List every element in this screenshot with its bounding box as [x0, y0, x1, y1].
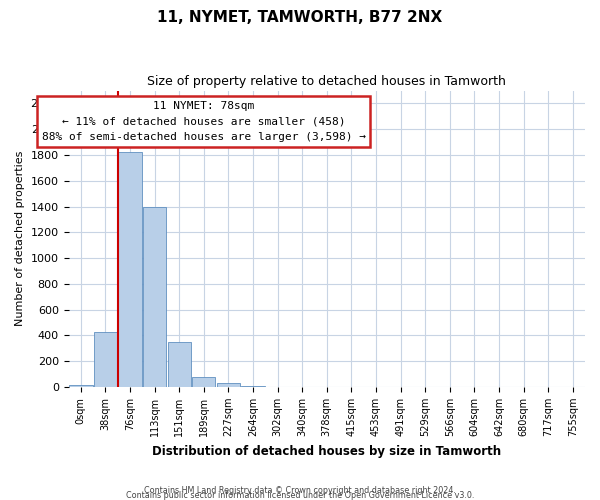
Y-axis label: Number of detached properties: Number of detached properties — [15, 151, 25, 326]
X-axis label: Distribution of detached houses by size in Tamworth: Distribution of detached houses by size … — [152, 444, 502, 458]
Bar — [94, 332, 117, 387]
Bar — [217, 383, 240, 387]
Text: 11, NYMET, TAMWORTH, B77 2NX: 11, NYMET, TAMWORTH, B77 2NX — [157, 10, 443, 25]
Text: Contains public sector information licensed under the Open Government Licence v3: Contains public sector information licen… — [126, 491, 474, 500]
Bar — [192, 376, 215, 387]
Bar — [118, 152, 142, 387]
Bar — [167, 342, 191, 387]
Text: 11 NYMET: 78sqm
← 11% of detached houses are smaller (458)
88% of semi-detached : 11 NYMET: 78sqm ← 11% of detached houses… — [42, 101, 366, 142]
Bar — [143, 206, 166, 387]
Bar — [69, 385, 92, 387]
Title: Size of property relative to detached houses in Tamworth: Size of property relative to detached ho… — [148, 75, 506, 88]
Text: Contains HM Land Registry data © Crown copyright and database right 2024.: Contains HM Land Registry data © Crown c… — [144, 486, 456, 495]
Bar — [241, 386, 265, 387]
